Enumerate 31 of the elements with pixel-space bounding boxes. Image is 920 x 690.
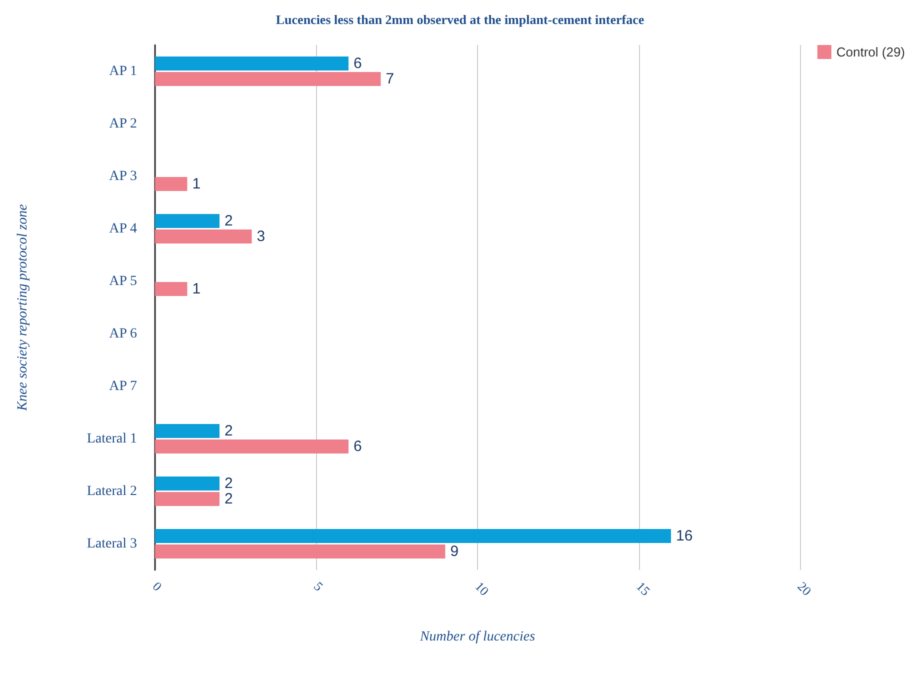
x-tick-label: 20: [794, 578, 814, 598]
data-label: 2: [224, 490, 233, 508]
legend-label: Control (29): [836, 44, 906, 60]
data-label: 6: [354, 55, 362, 72]
y-tick-label: Lateral 2: [86, 484, 137, 499]
y-tick-label: AP 7: [109, 378, 137, 394]
data-label: 3: [256, 228, 266, 245]
x-tick-label: 10: [472, 578, 492, 598]
data-label: 9: [450, 542, 459, 560]
y-tick-label: Lateral 3: [86, 536, 137, 552]
data-label: 2: [224, 422, 233, 440]
x-tick-label: 0: [150, 578, 165, 594]
data-label: 2: [224, 212, 233, 230]
y-tick-label: AP 4: [109, 221, 137, 236]
data-label: 7: [386, 70, 394, 88]
y-tick-label: AP 6: [109, 326, 137, 342]
data-label: 16: [676, 528, 693, 545]
y-tick-label: AP 1: [109, 64, 137, 79]
y-axis-title: Knee society reporting protocol zone: [16, 204, 30, 412]
y-tick-label: AP 2: [109, 116, 137, 132]
y-tick-label: AP 3: [109, 168, 137, 184]
data-label: 6: [354, 438, 362, 455]
data-label: 2: [224, 475, 233, 492]
data-label: 1: [192, 175, 201, 192]
x-tick-label: 15: [633, 578, 654, 598]
data-label: 1: [192, 280, 201, 298]
y-tick-label: Lateral 1: [86, 431, 137, 446]
x-axis-title: Number of lucencies: [418, 630, 536, 644]
y-tick-label: AP 5: [109, 274, 137, 289]
x-tick-label: 5: [310, 578, 326, 594]
chart-title: Lucencies less than 2mm observed at the implant-cement interface: [276, 12, 644, 27]
